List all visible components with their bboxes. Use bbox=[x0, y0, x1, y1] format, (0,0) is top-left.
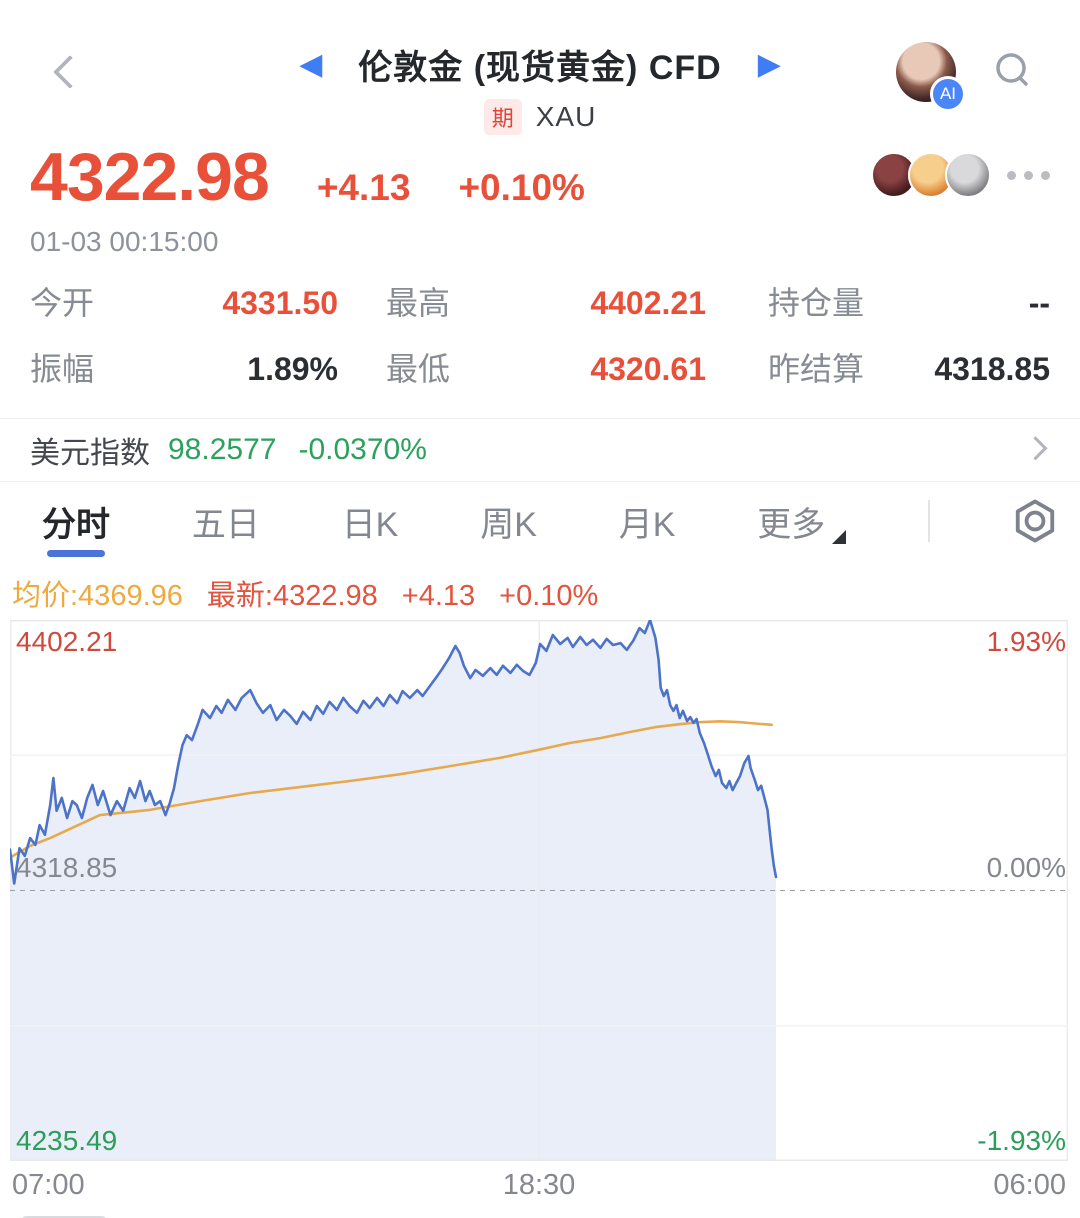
usd-index-row[interactable]: 美元指数 98.2577 -0.0370% bbox=[0, 418, 1080, 482]
legend-average: 均价:4369.96 bbox=[12, 580, 183, 612]
subtitle: 期 XAU bbox=[0, 99, 1080, 135]
avatar-3 bbox=[945, 152, 991, 198]
stat-low: 最低 4320.61 bbox=[386, 351, 706, 387]
x-tick-end: 06:00 bbox=[993, 1169, 1066, 1201]
usd-index-value: 98.2577 bbox=[168, 433, 277, 466]
price-change-pct: +0.10% bbox=[458, 167, 585, 208]
x-axis: 07:00 18:30 06:00 bbox=[0, 1161, 1080, 1202]
futures-badge: 期 bbox=[483, 99, 522, 135]
y-label-prev-close: 4318.85 bbox=[16, 852, 118, 883]
intraday-chart[interactable]: 4402.21 1.93% 4318.85 0.00% 4235.49 -1.9… bbox=[10, 620, 1068, 1161]
legend-change-pct: +0.10% bbox=[499, 580, 599, 612]
caret-down-icon bbox=[832, 530, 847, 544]
title-row: ◀ 伦敦金 (现货黄金) CFD ▶ bbox=[0, 0, 1080, 89]
next-instrument-icon[interactable]: ▶ bbox=[757, 47, 781, 81]
stat-open: 今开 4331.50 bbox=[30, 285, 338, 321]
header: ◀ 伦敦金 (现货黄金) CFD ▶ 期 XAU AI bbox=[0, 0, 1080, 135]
quote-timestamp: 01-03 00:15:00 bbox=[30, 226, 219, 257]
divider bbox=[928, 500, 931, 542]
partial-bottom-element bbox=[20, 1216, 108, 1218]
tab-daily-k[interactable]: 日K bbox=[341, 505, 399, 544]
y-label-low-pct: -1.93% bbox=[977, 1125, 1066, 1156]
chart-canvas[interactable] bbox=[10, 620, 1068, 1161]
usd-index-label: 美元指数 bbox=[30, 437, 150, 470]
period-tabs: 分时 五日 日K 周K 月K 更多 bbox=[0, 482, 1080, 560]
tab-five-day[interactable]: 五日 bbox=[191, 505, 260, 544]
legend-last: 最新:4322.98 bbox=[206, 580, 378, 612]
tab-minute[interactable]: 分时 bbox=[42, 482, 110, 560]
stat-prev-settle: 昨结算 4318.85 bbox=[768, 351, 1050, 387]
more-options-icon[interactable] bbox=[1007, 170, 1050, 180]
avatar[interactable]: AI bbox=[896, 42, 966, 112]
y-label-zero-pct: 0.00% bbox=[986, 852, 1066, 883]
stats-grid: 今开 4331.50 最高 4402.21 持仓量 -- 振幅 1.89% 最低… bbox=[0, 258, 1080, 390]
y-label-high-pct: 1.93% bbox=[986, 626, 1066, 657]
instrument-symbol: XAU bbox=[535, 101, 597, 132]
tab-more[interactable]: 更多 bbox=[757, 482, 847, 560]
tab-weekly-k[interactable]: 周K bbox=[480, 505, 537, 544]
tab-monthly-k[interactable]: 月K bbox=[618, 505, 676, 544]
stat-amplitude: 振幅 1.89% bbox=[30, 351, 338, 387]
y-label-low: 4235.49 bbox=[16, 1125, 118, 1156]
chart-settings-icon[interactable] bbox=[1012, 498, 1058, 544]
search-icon[interactable] bbox=[992, 50, 1034, 97]
y-label-high: 4402.21 bbox=[16, 626, 118, 657]
legend-change: +4.13 bbox=[401, 580, 476, 612]
last-price: 4322.98 bbox=[30, 139, 270, 215]
stat-open-interest: 持仓量 -- bbox=[768, 285, 1050, 321]
chevron-right-icon bbox=[1023, 436, 1048, 461]
usd-index-change: -0.0370% bbox=[298, 433, 427, 466]
page-title: 伦敦金 (现货黄金) CFD bbox=[358, 49, 722, 87]
x-tick-start: 07:00 bbox=[12, 1169, 85, 1201]
quote-section: 4322.98 +4.13 +0.10% 01-03 00:15:00 bbox=[0, 130, 1080, 258]
discussion-avatars[interactable] bbox=[871, 152, 1050, 198]
ai-badge: AI bbox=[930, 76, 966, 112]
chart-legend: 均价:4369.96 最新:4322.98 +4.13 +0.10% bbox=[0, 560, 1080, 620]
x-tick-middle: 18:30 bbox=[502, 1169, 576, 1201]
prev-instrument-icon[interactable]: ◀ bbox=[299, 47, 323, 81]
stat-high: 最高 4402.21 bbox=[386, 285, 706, 321]
price-change: +4.13 bbox=[316, 167, 411, 208]
